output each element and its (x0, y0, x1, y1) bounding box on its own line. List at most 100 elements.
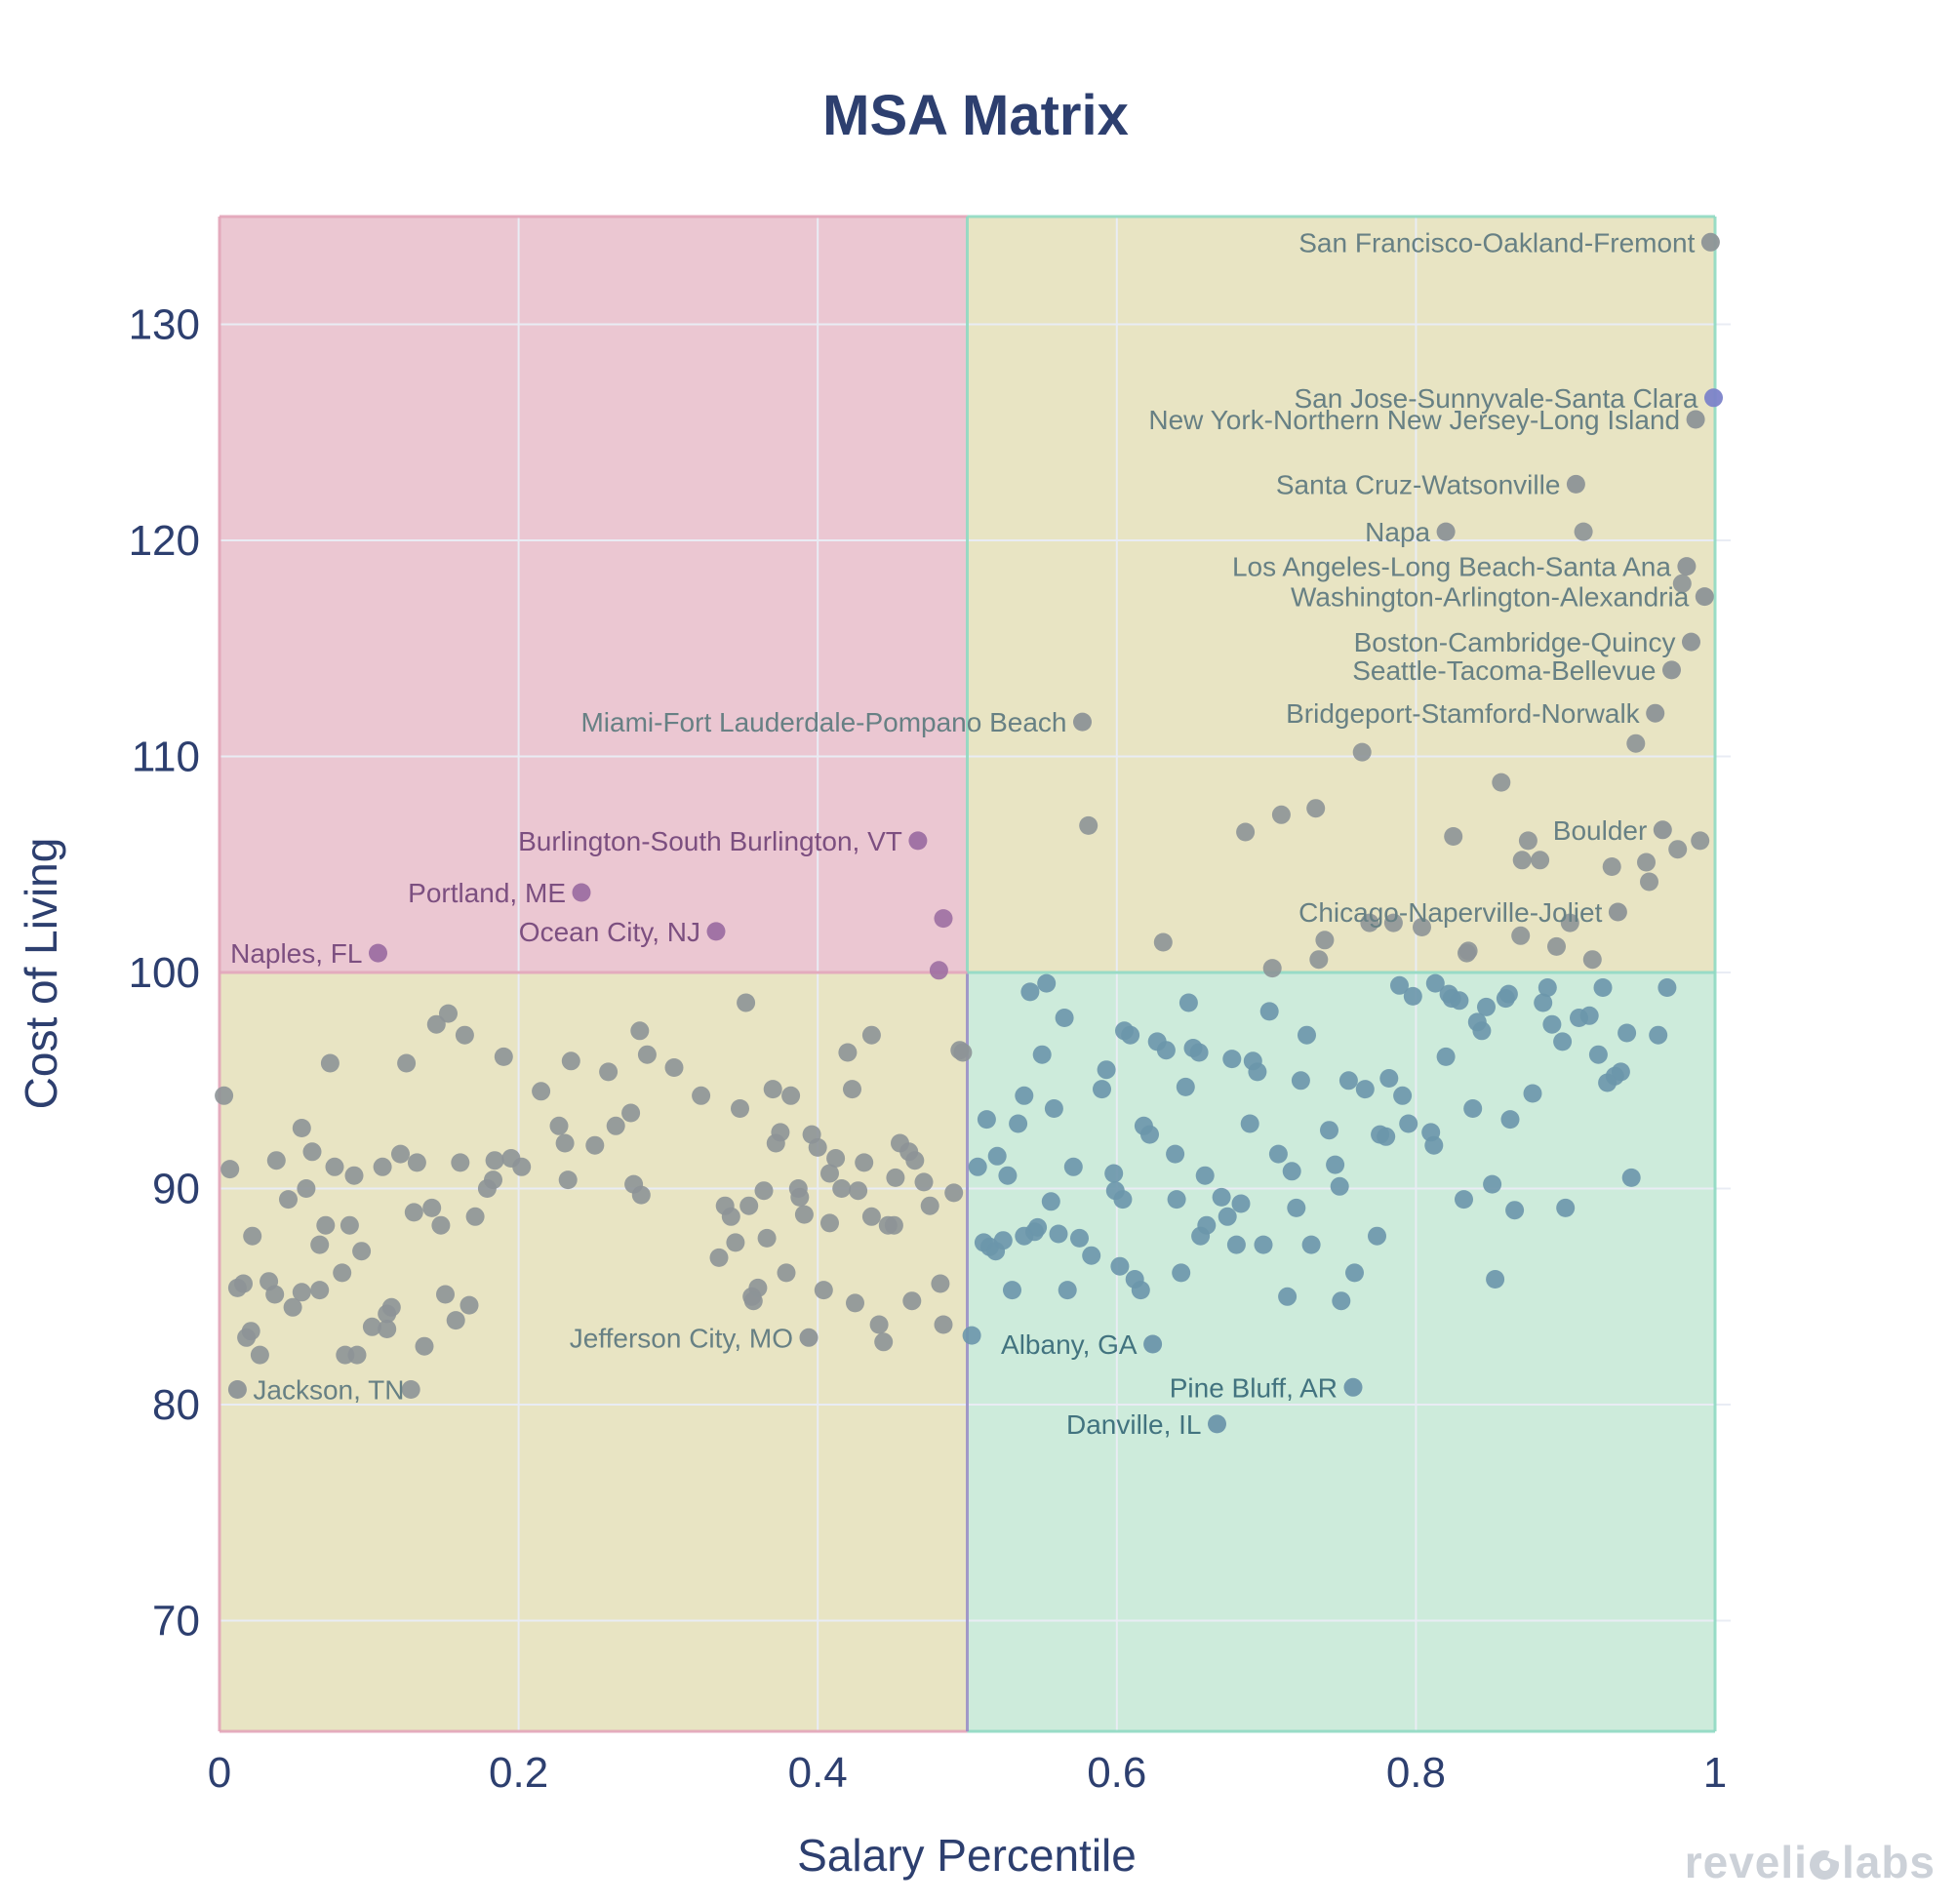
scatter-point (962, 1326, 981, 1345)
scatter-point (352, 1242, 372, 1261)
data-points (215, 232, 1723, 1434)
scatter-point (1262, 959, 1282, 978)
scatter-point (485, 1151, 504, 1170)
scatter-point (1538, 978, 1557, 997)
scatter-point (250, 1345, 269, 1365)
scatter-point (585, 1135, 605, 1155)
scatter-point (1649, 1025, 1668, 1045)
scatter-point (1041, 1192, 1060, 1211)
scatter-point (993, 1231, 1013, 1250)
scatter-point (1542, 1014, 1562, 1034)
point-label: Pine Bluff, AR (1170, 1372, 1338, 1403)
scatter-point (953, 1043, 973, 1062)
point-label: Portland, ME (408, 878, 566, 908)
scatter-point (1028, 1217, 1048, 1237)
scatter-point (1082, 1246, 1101, 1265)
scatter-point (549, 1116, 569, 1135)
point-label: New York-Northern New Jersey-Long Island (1148, 405, 1680, 435)
scatter-point (874, 1332, 894, 1352)
point-label: Napa (1365, 517, 1430, 547)
scatter-point (886, 1168, 905, 1187)
scatter-point (766, 1133, 785, 1153)
scatter-point (637, 1045, 657, 1064)
scatter-point (1486, 1270, 1505, 1289)
scatter-point (1390, 975, 1409, 995)
scatter-point (1500, 1110, 1520, 1130)
scatter-point (790, 1187, 810, 1207)
scatter-point (1556, 1198, 1576, 1217)
point-label: Seattle-Tacoma-Bellevue (1352, 655, 1656, 686)
scatter-point (739, 1196, 759, 1215)
scatter-point (1498, 984, 1518, 1004)
scatter-point-labeled (1682, 632, 1700, 652)
scatter-point (977, 1110, 996, 1130)
scatter-point (558, 1170, 578, 1190)
scatter-point (968, 1157, 987, 1176)
scatter-point (1383, 913, 1403, 932)
point-label: Danville, IL (1066, 1409, 1202, 1440)
scatter-point (397, 1053, 417, 1073)
scatter-point (731, 1099, 749, 1118)
x-tick-label: 0.8 (1386, 1749, 1446, 1797)
scatter-point (1534, 993, 1553, 1012)
scatter-point (1236, 822, 1256, 842)
scatter-point (869, 1315, 889, 1334)
scatter-point (381, 1297, 401, 1317)
point-label: Naples, FL (230, 938, 362, 969)
scatter-point-labeled (1695, 587, 1714, 607)
scatter-point (1483, 1174, 1502, 1194)
scatter-point (1326, 1155, 1345, 1174)
scatter-point (459, 1295, 479, 1315)
scatter-point (1254, 1235, 1273, 1254)
scatter-point (220, 1160, 240, 1179)
quadrant-low-col-high-salary (967, 972, 1715, 1731)
scatter-point (1032, 1045, 1052, 1064)
scatter-point (1553, 1032, 1573, 1051)
scatter-point (1055, 1009, 1074, 1027)
scatter-point-labeled (1653, 820, 1672, 840)
scatter-point (1518, 831, 1538, 851)
scatter-point-labeled (369, 943, 387, 963)
scatter-point (1463, 1099, 1483, 1118)
scatter-point (320, 1053, 339, 1073)
scatter-point (743, 1291, 763, 1311)
point-label: Boulder (1553, 815, 1648, 846)
scatter-point (1472, 1021, 1492, 1041)
scatter-point (709, 1248, 729, 1267)
scatter-point (1368, 1226, 1386, 1246)
scatter-point (391, 1144, 410, 1164)
scatter-point (1505, 1201, 1525, 1220)
scatter-point (292, 1119, 311, 1137)
scatter-point (1222, 1050, 1242, 1069)
scatter-point (902, 1291, 922, 1311)
x-tick-label: 1 (1703, 1749, 1727, 1797)
scatter-point (606, 1116, 625, 1135)
scatter-point (1167, 1190, 1186, 1210)
x-tick-label: 0 (208, 1749, 231, 1797)
scatter-point (1291, 1071, 1310, 1091)
scatter-point (1330, 1176, 1349, 1196)
scatter-point (1602, 857, 1621, 876)
scatter-point (1278, 1287, 1298, 1306)
scatter-point (1588, 1045, 1608, 1064)
scatter-point (1189, 1043, 1209, 1062)
scatter-point (808, 1137, 827, 1157)
scatter-point (1166, 1144, 1185, 1164)
scatter-point (1560, 913, 1579, 932)
scatter-point (422, 1198, 442, 1217)
scatter-point (1044, 1099, 1063, 1118)
scatter-point (1301, 1235, 1321, 1254)
scatter-point (266, 1151, 286, 1170)
scatter-point (1379, 1069, 1399, 1088)
scatter-point (494, 1047, 513, 1066)
scatter-point (905, 1151, 925, 1170)
scatter-point (431, 1215, 451, 1235)
scatter-point (1511, 926, 1531, 945)
scatter-point (1547, 936, 1566, 956)
scatter-point (1121, 1025, 1140, 1045)
scatter-point (446, 1311, 465, 1330)
point-label: Boston-Cambridge-Quincy (1354, 627, 1676, 657)
scatter-point (843, 1080, 861, 1099)
scatter-point (1097, 1060, 1116, 1080)
